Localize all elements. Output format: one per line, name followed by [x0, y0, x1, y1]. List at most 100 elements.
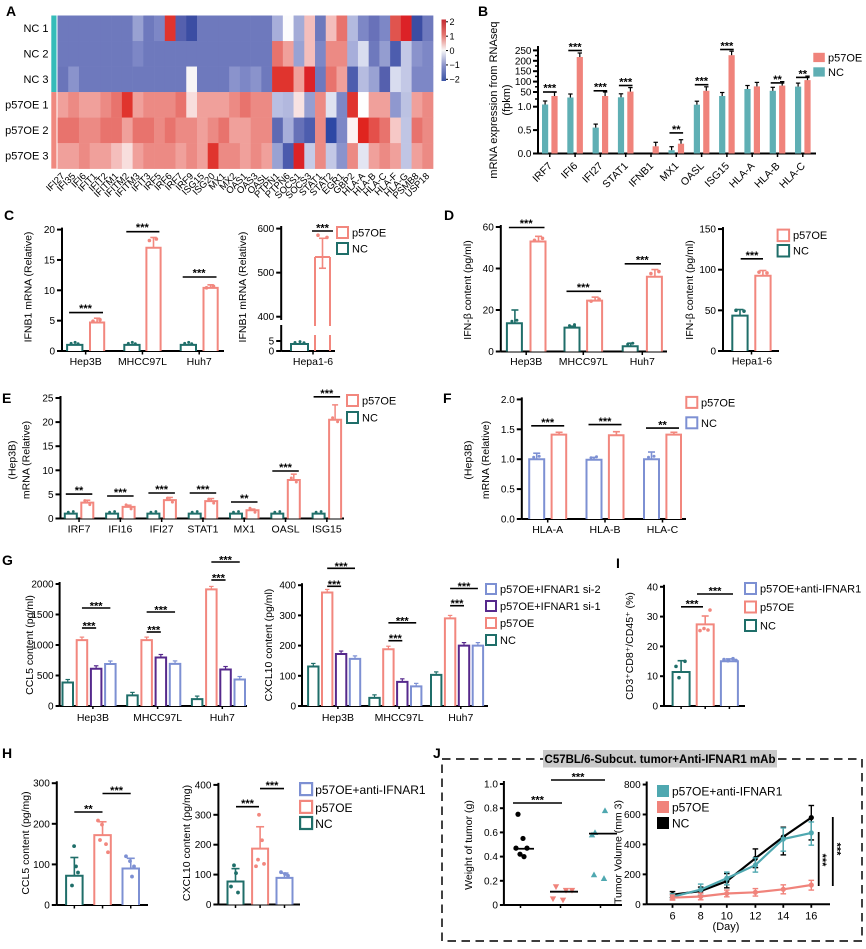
svg-text:C57BL/6-Subcut. tumor+Anti-IFN: C57BL/6-Subcut. tumor+Anti-IFNAR1 mAb	[545, 754, 776, 766]
svg-text:10: 10	[44, 286, 56, 297]
svg-text:***: ***	[720, 41, 734, 53]
svg-text:***: ***	[266, 780, 280, 792]
svg-text:**: **	[75, 485, 84, 497]
svg-text:60: 60	[483, 223, 495, 234]
svg-text:CCL5 content (pg/ml): CCL5 content (pg/ml)	[24, 595, 36, 695]
svg-text:p57OE: p57OE	[701, 397, 735, 409]
svg-text:0: 0	[48, 514, 54, 525]
svg-text:***: ***	[709, 586, 723, 598]
svg-text:NC 1: NC 1	[23, 23, 48, 35]
svg-text:5: 5	[48, 490, 54, 501]
svg-text:**: **	[658, 419, 667, 431]
svg-text:Hep3B: Hep3B	[70, 356, 102, 368]
svg-text:p57OE 3: p57OE 3	[5, 150, 48, 162]
svg-text:**: **	[799, 69, 808, 81]
svg-text:Huh7: Huh7	[630, 356, 655, 368]
svg-text:2.0: 2.0	[501, 395, 515, 406]
svg-text:***: ***	[619, 77, 633, 89]
svg-text:0.0: 0.0	[518, 149, 532, 160]
svg-text:***: ***	[599, 416, 613, 428]
svg-text:2000: 2000	[31, 580, 54, 591]
svg-text:5: 5	[49, 316, 55, 327]
svg-text:(Hep3B): (Hep3B)	[7, 440, 19, 479]
svg-text:0.8: 0.8	[484, 804, 498, 815]
svg-text:mRNA expression from RNAseq: mRNA expression from RNAseq	[488, 21, 500, 178]
svg-text:***: ***	[147, 625, 161, 637]
svg-text:NC: NC	[672, 817, 690, 831]
svg-text:***: ***	[396, 615, 410, 627]
svg-text:***: ***	[830, 843, 842, 857]
svg-text:Weight of tumor (g): Weight of tumor (g)	[463, 800, 475, 890]
svg-text:p57OE: p57OE	[793, 230, 827, 242]
svg-text:HLA-C: HLA-C	[647, 524, 679, 536]
svg-text:300: 300	[195, 810, 212, 821]
svg-text:CXCL10 content (pg/ml): CXCL10 content (pg/ml)	[263, 589, 275, 702]
svg-text:p57OE: p57OE	[500, 618, 534, 630]
svg-text:***: ***	[328, 579, 342, 591]
svg-text:150: 150	[515, 67, 532, 78]
svg-text:NC: NC	[701, 418, 717, 430]
svg-text:**: **	[672, 124, 681, 136]
svg-text:***: ***	[746, 250, 760, 262]
svg-text:Tumor Volume (mm 3): Tumor Volume (mm 3)	[613, 800, 625, 904]
svg-text:***: ***	[110, 785, 124, 797]
svg-text:NC: NC	[352, 244, 368, 256]
svg-text:400: 400	[624, 840, 641, 851]
svg-text:10: 10	[42, 466, 54, 477]
svg-text:MHCC97L: MHCC97L	[559, 356, 608, 368]
svg-text:Huh7: Huh7	[187, 356, 212, 368]
svg-text:H: H	[2, 745, 12, 761]
svg-text:***: ***	[154, 605, 168, 617]
svg-text:***: ***	[636, 254, 650, 266]
svg-text:***: ***	[155, 484, 169, 496]
svg-text:CD3⁺CD8⁺/CD45⁺ (%): CD3⁺CD8⁺/CD45⁺ (%)	[624, 592, 636, 700]
svg-text:***: ***	[686, 599, 700, 611]
svg-text:p57OE 1: p57OE 1	[5, 99, 48, 111]
svg-text:500: 500	[37, 671, 54, 682]
svg-text:100: 100	[699, 265, 716, 276]
svg-text:600: 600	[624, 810, 641, 821]
svg-text:Hepa1-6: Hepa1-6	[293, 356, 333, 368]
svg-text:0.2: 0.2	[484, 876, 498, 887]
svg-text:0: 0	[488, 347, 494, 358]
svg-text:40: 40	[483, 264, 495, 275]
svg-text:OASL: OASL	[272, 524, 300, 536]
svg-text:1: 1	[450, 31, 455, 41]
svg-text:***: ***	[458, 581, 472, 593]
svg-text:1500: 1500	[31, 610, 54, 621]
svg-text:400: 400	[195, 780, 212, 791]
svg-text:14: 14	[777, 910, 789, 922]
svg-text:Hep3B: Hep3B	[322, 712, 354, 724]
svg-text:−1: −1	[450, 60, 460, 70]
svg-text:0: 0	[290, 702, 296, 713]
svg-text:1.5: 1.5	[501, 425, 515, 436]
svg-text:1000: 1000	[31, 641, 54, 652]
svg-text:Hep3B: Hep3B	[510, 356, 542, 368]
svg-text:20: 20	[483, 306, 495, 317]
svg-text:300: 300	[279, 611, 296, 622]
svg-text:***: ***	[219, 555, 233, 567]
svg-text:p57OE: p57OE	[828, 53, 862, 65]
svg-text:***: ***	[695, 76, 709, 88]
svg-text:0: 0	[49, 347, 55, 358]
svg-text:***: ***	[572, 772, 586, 784]
svg-text:mRNA (Relative): mRNA (Relative)	[20, 421, 32, 499]
svg-text:p57OE: p57OE	[362, 396, 396, 408]
svg-text:***: ***	[316, 223, 330, 235]
svg-text:I: I	[616, 555, 620, 571]
svg-text:p57OE+anti-IFNAR1: p57OE+anti-IFNAR1	[315, 783, 426, 797]
svg-text:200: 200	[195, 840, 212, 851]
svg-text:6: 6	[669, 910, 675, 922]
svg-text:***: ***	[241, 798, 255, 810]
svg-text:200: 200	[279, 641, 296, 652]
svg-text:NC 3: NC 3	[23, 74, 48, 86]
svg-text:NC: NC	[828, 67, 844, 79]
svg-text:0: 0	[635, 900, 641, 911]
svg-text:40: 40	[647, 582, 659, 593]
svg-text:0: 0	[206, 900, 212, 911]
svg-text:G: G	[2, 552, 13, 568]
svg-text:***: ***	[90, 601, 104, 613]
svg-text:STAT1: STAT1	[187, 524, 218, 536]
svg-text:300: 300	[33, 779, 50, 790]
svg-text:IFN-β content (pg/ml): IFN-β content (pg/ml)	[684, 240, 696, 339]
